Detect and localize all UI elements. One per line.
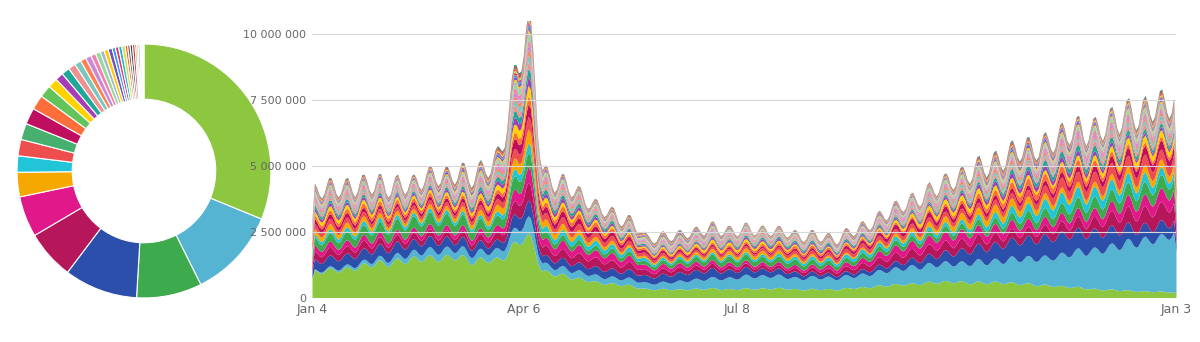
Wedge shape [96,52,119,105]
Wedge shape [176,198,262,285]
Wedge shape [17,156,73,172]
Wedge shape [112,47,127,102]
Wedge shape [67,228,139,298]
Wedge shape [56,74,98,119]
Wedge shape [18,140,74,162]
Wedge shape [100,51,121,104]
Wedge shape [134,44,139,100]
Wedge shape [42,87,90,129]
Wedge shape [68,64,104,113]
Wedge shape [91,54,116,106]
Wedge shape [49,79,95,123]
Wedge shape [140,44,143,99]
Wedge shape [115,47,130,101]
Wedge shape [130,44,138,100]
Wedge shape [17,172,73,197]
Wedge shape [80,58,112,109]
Wedge shape [137,235,200,298]
Wedge shape [104,49,124,103]
Wedge shape [74,61,108,111]
Wedge shape [127,45,136,100]
Wedge shape [144,44,271,219]
Wedge shape [34,96,86,136]
Wedge shape [137,44,140,100]
Wedge shape [125,45,134,100]
Wedge shape [121,45,133,100]
Wedge shape [62,69,102,116]
Wedge shape [35,207,101,272]
Wedge shape [85,56,114,107]
Wedge shape [22,124,78,153]
Wedge shape [26,109,82,144]
Wedge shape [108,48,126,102]
Wedge shape [138,44,142,99]
Wedge shape [19,186,82,235]
Wedge shape [142,44,143,99]
Wedge shape [119,46,132,101]
Wedge shape [132,44,139,100]
